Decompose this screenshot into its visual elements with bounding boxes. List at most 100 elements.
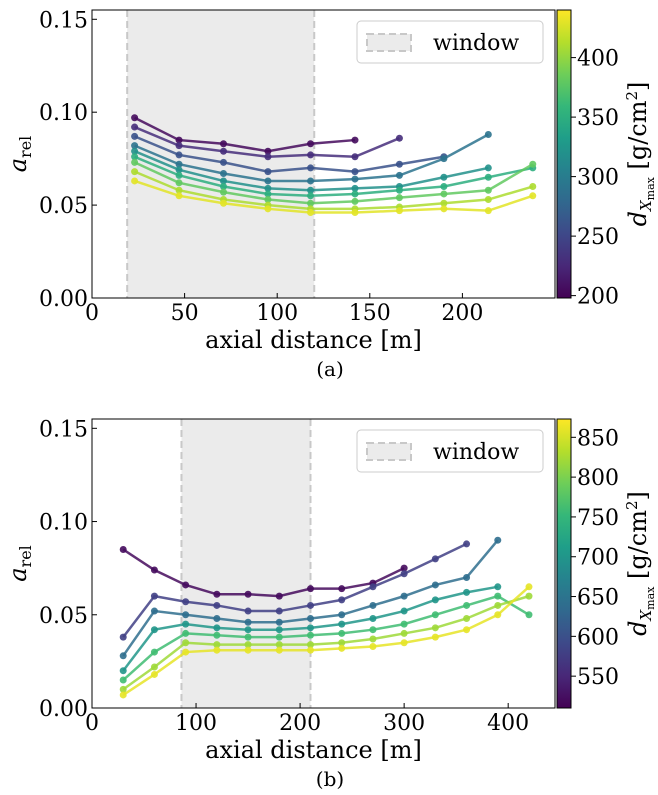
data-point [369, 626, 377, 634]
caption: (b) [316, 767, 344, 791]
data-point [150, 648, 158, 656]
data-point [219, 183, 227, 191]
data-point [213, 624, 221, 632]
x-tick-label: 200 [279, 711, 321, 736]
data-point [525, 611, 533, 619]
data-point [213, 601, 221, 609]
y-axis-label: arel [4, 136, 35, 173]
cb-sub: X [637, 609, 655, 622]
data-point [306, 641, 314, 649]
data-point [306, 601, 314, 609]
colorbar [556, 418, 572, 709]
data-point [431, 624, 439, 632]
data-point [219, 177, 227, 185]
y-tick-label: 0.15 [39, 417, 88, 442]
data-point [306, 631, 314, 639]
legend-swatch [366, 33, 412, 52]
data-point [338, 611, 346, 619]
data-point [264, 205, 272, 213]
data-point [131, 114, 139, 122]
series-line [122, 594, 530, 691]
data-point [400, 639, 408, 647]
data-point [395, 186, 403, 194]
cb-unit: [g/cm [624, 510, 652, 587]
data-point [264, 168, 272, 176]
data-point [175, 136, 183, 144]
data-point [369, 615, 377, 623]
cb-close: ] [624, 491, 652, 500]
y-axis-label-main: a [4, 158, 32, 172]
data-point [119, 667, 127, 675]
data-point [307, 192, 315, 200]
data-point [351, 190, 359, 198]
data-point [264, 196, 272, 204]
cb-sup: 2 [623, 91, 641, 101]
colorbar-tick-label: 200 [577, 285, 619, 310]
data-point [275, 633, 283, 641]
data-point [351, 197, 359, 205]
data-point [175, 171, 183, 179]
series-line [122, 548, 405, 598]
data-point [463, 540, 471, 548]
data-point [369, 601, 377, 609]
data-point [182, 581, 190, 589]
data-point [244, 618, 252, 626]
data-point [264, 177, 272, 185]
colorbar-tick-label: 300 [577, 166, 619, 191]
data-point [369, 642, 377, 650]
colorbar-tick-label: 750 [577, 506, 619, 531]
data-point [150, 607, 158, 615]
legend-box [356, 20, 544, 64]
data-point [338, 596, 346, 604]
data-point [307, 140, 315, 148]
data-point [131, 177, 139, 185]
data-point [484, 186, 492, 194]
data-point [395, 160, 403, 168]
y-tick-label: 0.05 [39, 604, 88, 629]
x-tick-label: 300 [383, 711, 425, 736]
data-point [351, 209, 359, 217]
data-point [275, 641, 283, 649]
axes-frame [91, 9, 556, 299]
y-tick-label: 0.00 [39, 697, 88, 722]
data-point [400, 620, 408, 628]
data-point [264, 153, 272, 161]
data-point [175, 186, 183, 194]
data-point [175, 179, 183, 187]
data-point [431, 581, 439, 589]
data-point [351, 168, 359, 176]
data-point [351, 184, 359, 192]
data-point [275, 592, 283, 600]
data-point [182, 648, 190, 656]
data-point [431, 596, 439, 604]
data-point [182, 639, 190, 647]
data-point [440, 190, 448, 198]
data-point [219, 188, 227, 196]
data-point [131, 132, 139, 140]
y-tick-label: 0.10 [39, 101, 88, 126]
colorbar-tick-label: 800 [577, 466, 619, 491]
data-point [529, 160, 537, 168]
data-point [338, 639, 346, 647]
data-point [307, 164, 315, 172]
legend-box [356, 429, 544, 473]
colorbar [556, 9, 572, 299]
data-point [175, 166, 183, 174]
data-point [219, 147, 227, 155]
data-point [244, 626, 252, 634]
data-point [369, 583, 377, 591]
data-point [213, 641, 221, 649]
data-point [351, 136, 359, 144]
data-point [307, 151, 315, 159]
data-point [440, 173, 448, 181]
data-point [463, 601, 471, 609]
series-line [122, 585, 530, 696]
colorbar-tick-label: 250 [577, 225, 619, 250]
y-tick-label: 0.05 [39, 194, 88, 219]
data-point [307, 209, 315, 217]
data-point [306, 585, 314, 593]
data-point [131, 142, 139, 150]
data-point [175, 142, 183, 150]
data-point [431, 555, 439, 563]
